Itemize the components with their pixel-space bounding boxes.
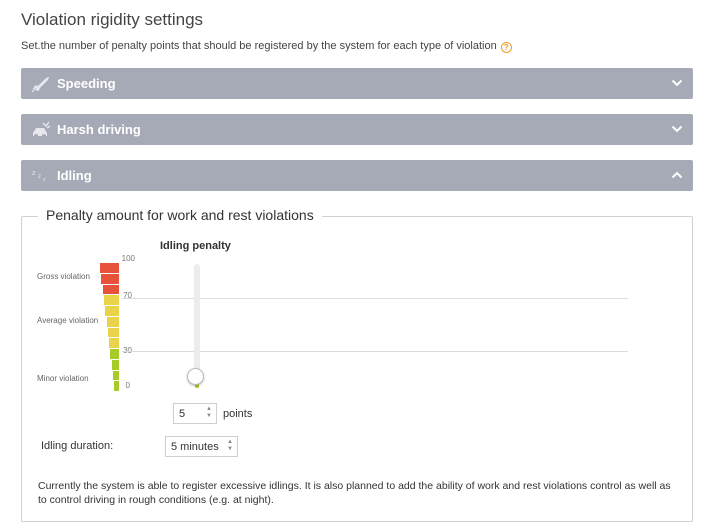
page-title: Violation rigidity settings [21, 10, 204, 29]
severity-bar [106, 316, 119, 327]
accordion-harsh-driving-label: Harsh driving [57, 122, 141, 137]
scale-tick-30: 30 [112, 346, 132, 355]
idling-duration-input[interactable]: 5 minutes ▲ ▼ [165, 436, 238, 457]
chevron-down-icon[interactable] [671, 123, 683, 135]
scale-tick-0: 0 [125, 381, 130, 390]
car-crash-icon [33, 121, 51, 138]
accordion-speeding[interactable]: Speeding [21, 68, 693, 99]
chevron-up-icon[interactable] [671, 169, 683, 181]
severity-bar [107, 327, 119, 338]
severity-bar [102, 284, 119, 295]
svg-text:z: z [43, 177, 46, 183]
idling-duration-value: 5 minutes [171, 441, 219, 453]
severity-bar [103, 295, 119, 305]
severity-bar [109, 338, 119, 348]
chart-title: Idling penalty [160, 240, 231, 252]
minor-violation-label: Minor violation [37, 374, 89, 383]
page-subtitle: Set.the number of penalty points that sh… [21, 40, 512, 53]
chevron-down-icon[interactable] [671, 77, 683, 89]
gross-violation-label: Gross violation [37, 272, 90, 281]
help-icon[interactable]: ? [500, 42, 512, 53]
scale-tick-70: 70 [123, 291, 132, 300]
gridline-70 [122, 298, 628, 299]
accordion-idling[interactable]: z z z Idling [21, 160, 693, 191]
panel-legend: Penalty amount for work and rest violati… [38, 207, 322, 223]
idling-duration-label: Idling duration: [41, 440, 114, 452]
penalty-points-value: 5 [179, 408, 186, 420]
spinner-arrows-icon[interactable]: ▲ ▼ [227, 439, 233, 452]
penalty-points-input[interactable]: 5 ▲ ▼ [173, 403, 217, 424]
idling-note: Currently the system is able to register… [38, 480, 671, 506]
average-violation-label: Average violation [37, 316, 99, 325]
accordion-speeding-label: Speeding [57, 76, 116, 91]
accordion-harsh-driving[interactable]: Harsh driving [21, 114, 693, 145]
zzz-icon: z z z [32, 170, 46, 183]
accordion-idling-label: Idling [57, 168, 92, 183]
severity-bar [113, 370, 119, 381]
rocket-icon [31, 77, 49, 93]
severity-bar [114, 381, 119, 391]
penalty-panel [21, 216, 693, 522]
gridline-30 [122, 351, 628, 352]
svg-text:z: z [38, 174, 41, 180]
penalty-points-unit: points [223, 408, 253, 420]
subtitle-text: Set.the number of penalty points that sh… [21, 40, 497, 52]
penalty-slider-track[interactable] [194, 264, 200, 384]
svg-text:z: z [32, 170, 36, 177]
scale-tick-100: 100 [121, 254, 135, 263]
spinner-arrows-icon[interactable]: ▲ ▼ [206, 406, 212, 419]
severity-bar [111, 359, 119, 370]
severity-bar [110, 349, 119, 359]
severity-bar [100, 263, 119, 273]
severity-bar [105, 306, 119, 316]
penalty-slider-thumb[interactable] [187, 368, 204, 385]
severity-bar [101, 273, 119, 284]
